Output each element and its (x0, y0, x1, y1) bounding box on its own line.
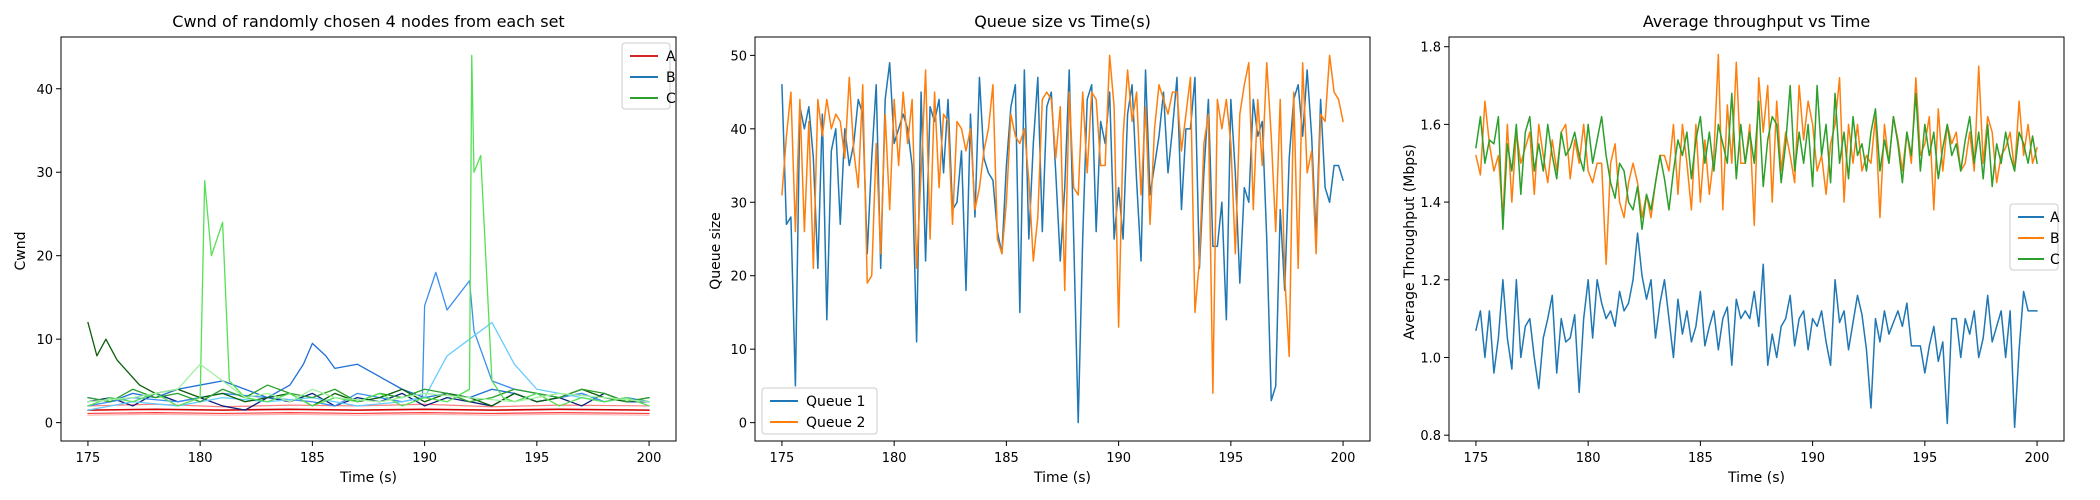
axes-frame (754, 36, 1371, 442)
series-group (87, 54, 650, 416)
x-tick-label: 195 (1218, 451, 1243, 466)
y-tick-label: 1.8 (1420, 41, 1441, 56)
legend-label-b: B (2050, 231, 2060, 247)
y-tick-label: 40 (730, 123, 747, 138)
x-tick-label: 180 (1576, 451, 1601, 466)
series-line-c (1475, 84, 2038, 231)
series-group (781, 54, 1344, 424)
x-tick-label: 175 (76, 451, 101, 466)
tick-group: 175 180 185 190 195 200 0 10 20 30 40 (36, 83, 661, 466)
legend-label-a: A (666, 49, 676, 65)
series-line-queue-2 (781, 54, 1344, 394)
x-tick-label: 180 (188, 451, 213, 466)
series-line-b (1475, 53, 2038, 265)
y-tick-label: 0 (45, 417, 53, 432)
x-tick-label: 200 (637, 451, 662, 466)
series-line-2 (87, 412, 650, 415)
x-tick-label: 190 (1106, 451, 1131, 466)
legend-label-b: B (666, 70, 676, 86)
y-axis-label: Cwnd (13, 232, 29, 271)
x-tick-label: 175 (770, 451, 795, 466)
tick-group: 175 180 185 190 195 200 0.8 1.0 1.2 1.4 1.6 1.8 (1420, 41, 2049, 466)
y-axis-label: Average Throughput (Mbps) (1402, 144, 1418, 340)
x-tick-label: 185 (994, 451, 1019, 466)
y-axis-label: Queue size (708, 212, 724, 290)
chart-title: Queue size vs Time(s) (974, 12, 1151, 31)
legend-label-queue1: Queue 1 (806, 394, 865, 410)
queue-chart: Queue size vs Time(s) Time (s) Queue siz… (708, 12, 1371, 486)
y-tick-label: 1.4 (1420, 196, 1441, 211)
y-tick-label: 0.8 (1420, 429, 1441, 444)
x-axis-label: Time (s) (339, 470, 397, 486)
x-tick-label: 195 (524, 451, 549, 466)
legend: A B C (621, 42, 676, 110)
x-tick-label: 190 (1800, 451, 1825, 466)
series-line-11 (87, 54, 650, 407)
series-group (1475, 53, 2038, 429)
axes-frame (60, 36, 677, 442)
legend: Queue 1 Queue 2 (761, 387, 878, 435)
x-tick-label: 195 (1912, 451, 1937, 466)
series-line-1 (87, 408, 650, 411)
legend-label-a: A (2050, 210, 2060, 226)
y-tick-label: 50 (730, 49, 747, 64)
x-tick-label: 200 (2025, 451, 2050, 466)
x-tick-label: 185 (1688, 451, 1713, 466)
x-tick-label: 190 (412, 451, 437, 466)
y-tick-label: 10 (36, 333, 53, 348)
x-axis-label: Time (s) (1727, 470, 1785, 486)
chart-title: Cwnd of randomly chosen 4 nodes from eac… (172, 12, 564, 31)
x-tick-label: 200 (1331, 451, 1356, 466)
x-tick-label: 175 (1464, 451, 1489, 466)
y-tick-label: 20 (36, 250, 53, 265)
legend-label-queue2: Queue 2 (806, 415, 865, 431)
y-tick-label: 30 (730, 196, 747, 211)
y-tick-label: 10 (730, 343, 747, 358)
y-tick-label: 1.6 (1420, 118, 1441, 133)
series-line-4 (87, 413, 650, 416)
axes-frame (1448, 36, 2065, 442)
legend: A B C (2009, 203, 2060, 271)
legend-label-c: C (666, 91, 676, 107)
y-tick-label: 30 (36, 166, 53, 181)
series-line-12 (87, 363, 650, 403)
series-line-a (1475, 232, 2038, 429)
tick-group: 175 180 185 190 195 200 0 10 20 30 40 50 (730, 49, 1355, 466)
x-tick-label: 180 (882, 451, 907, 466)
y-tick-label: 1.0 (1420, 351, 1441, 366)
x-axis-label: Time (s) (1033, 470, 1091, 486)
series-line-7 (87, 271, 650, 407)
throughput-chart: Average throughput vs Time Time (s) Aver… (1402, 12, 2065, 486)
y-tick-label: 1.2 (1420, 274, 1441, 289)
y-tick-label: 20 (730, 270, 747, 285)
legend-label-c: C (2050, 252, 2060, 268)
y-tick-label: 40 (36, 83, 53, 98)
cwnd-chart: Cwnd of randomly chosen 4 nodes from eac… (13, 12, 677, 486)
series-line-9 (87, 321, 650, 407)
x-tick-label: 185 (300, 451, 325, 466)
chart-title: Average throughput vs Time (1643, 12, 1870, 31)
y-tick-label: 0 (739, 417, 747, 432)
